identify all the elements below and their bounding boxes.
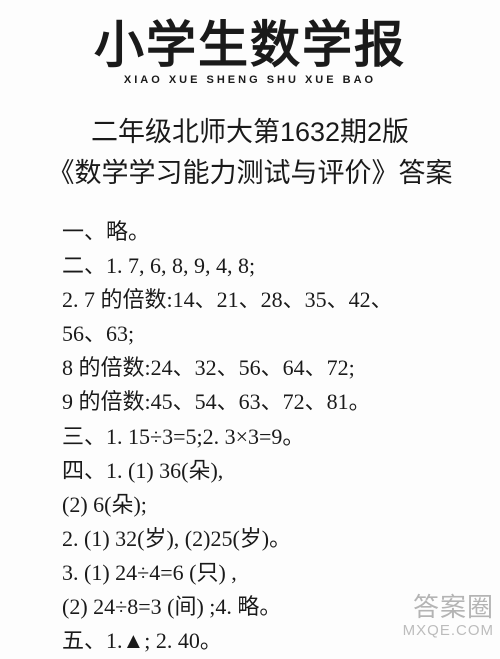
masthead-pinyin: XIAO XUE SHENG SHU XUE BAO — [0, 74, 500, 86]
answer-line: 四、1. (1) 36(朵), — [62, 454, 460, 488]
answer-line: 二、1. 7, 6, 8, 9, 4, 8; — [62, 249, 460, 283]
answer-line: (2) 24÷8=3 (间) ;4. 略。 — [62, 590, 460, 624]
answer-line: 2. (1) 32(岁), (2)25(岁)。 — [62, 522, 460, 556]
answer-line: 三、1. 15÷3=5;2. 3×3=9。 — [62, 420, 460, 454]
answer-line: (2) 6(朵); — [62, 488, 460, 522]
watermark-text: 答案圈 — [403, 587, 494, 624]
answer-line: 2. 7 的倍数:14、21、28、35、42、 — [62, 283, 460, 317]
answer-line: 3. (1) 24÷4=6 (只) , — [62, 556, 460, 590]
article-title: 二年级北师大第1632期2版 《数学学习能力测试与评价》答案 — [0, 112, 500, 193]
answer-line: 五、1.▲; 2. 40。 — [62, 624, 460, 658]
watermark: 答案圈 MXQE.COM — [403, 587, 494, 639]
answer-line: 9 的倍数:45、54、63、72、81。 — [62, 385, 460, 419]
watermark-url: MXQE.COM — [403, 622, 494, 639]
newspaper-header: 小学生数学报 XIAO XUE SHENG SHU XUE BAO — [0, 0, 500, 94]
answer-line: 8 的倍数:24、32、56、64、72; — [62, 351, 460, 385]
masthead-title: 小学生数学报 — [0, 20, 500, 70]
answer-line: 一、略。 — [62, 215, 460, 249]
title-line-1: 二年级北师大第1632期2版 — [0, 112, 500, 153]
title-line-2: 《数学学习能力测试与评价》答案 — [0, 153, 500, 194]
answer-line: 56、63; — [62, 317, 460, 351]
